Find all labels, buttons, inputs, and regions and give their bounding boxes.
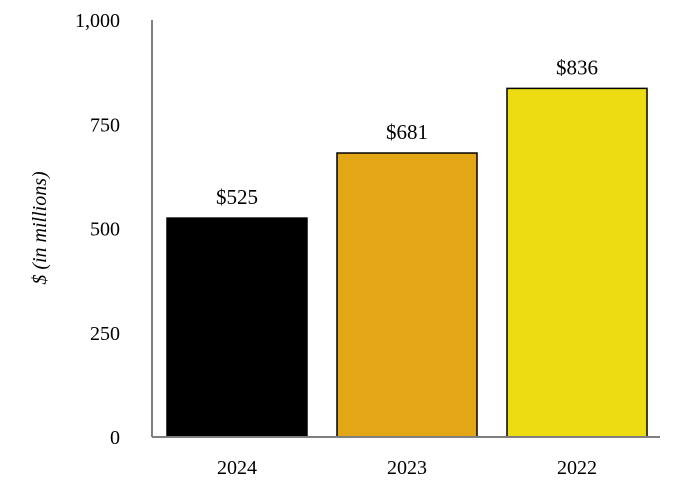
y-tick-label: 250	[90, 323, 120, 345]
bar-2023	[336, 152, 478, 438]
bars	[166, 87, 648, 438]
x-tick-label-2023: 2023	[387, 457, 427, 479]
data-label-2024: $525	[216, 185, 258, 209]
x-tick-label-2024: 2024	[217, 457, 257, 479]
x-axis-ticks: 2024 2023 2022	[217, 457, 597, 479]
y-axis-ticks: 0 250 500 750 1,000	[75, 10, 120, 449]
bar-2022	[506, 87, 648, 438]
data-labels: $525 $681 $836	[216, 55, 598, 209]
y-tick-label: 750	[90, 114, 120, 136]
y-tick-label: 500	[90, 219, 120, 241]
y-axis-title: $ (in millions)	[29, 171, 51, 285]
bar-2024	[166, 217, 308, 438]
y-tick-label: 0	[110, 427, 120, 449]
data-label-2023: $681	[386, 120, 428, 144]
data-label-2022: $836	[556, 55, 598, 79]
y-tick-label: 1,000	[75, 10, 120, 32]
x-tick-label-2022: 2022	[557, 457, 597, 479]
